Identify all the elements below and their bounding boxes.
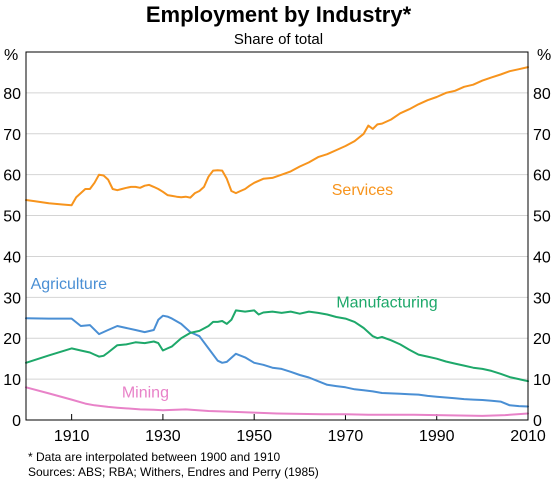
axis-tick-labels: 0 0 10 10 20 20 30 30 40 40 50 50 60 60 70 70 80 80 1910 19… — [3, 86, 551, 445]
series-labels: Services Agriculture Manufacturing Mining — [31, 182, 438, 401]
x-tick-1950: 1950 — [236, 428, 272, 445]
y-tick-left-40: 40 — [3, 249, 21, 266]
y-tick-right-0: 0 — [533, 413, 542, 430]
footnote-sources: Sources: ABS; RBA; Withers, Endres and P… — [28, 465, 319, 479]
series-mining — [25, 386, 529, 417]
y-axis-unit-left: % — [4, 47, 18, 64]
label-services: Services — [332, 182, 393, 199]
y-tick-right-70: 70 — [533, 127, 551, 144]
y-tick-left-20: 20 — [3, 331, 21, 348]
y-tick-left-70: 70 — [3, 127, 21, 144]
x-tick-1910: 1910 — [54, 428, 90, 445]
y-tick-left-0: 0 — [12, 413, 21, 430]
y-tick-right-60: 60 — [533, 168, 551, 185]
y-tick-right-10: 10 — [533, 372, 551, 389]
gridlines — [26, 92, 528, 380]
series-agriculture — [25, 314, 529, 408]
y-tick-right-20: 20 — [533, 331, 551, 348]
chart-title: Employment by Industry* — [146, 2, 412, 27]
x-tick-2010: 2010 — [510, 428, 546, 445]
y-tick-left-50: 50 — [3, 209, 21, 226]
x-tick-1930: 1930 — [145, 428, 181, 445]
y-tick-left-10: 10 — [3, 372, 21, 389]
label-agriculture: Agriculture — [31, 276, 108, 293]
x-tick-1990: 1990 — [419, 428, 455, 445]
footnote-interpolation: * Data are interpolated between 1900 and… — [28, 450, 281, 464]
series-manufacturing — [25, 309, 529, 383]
chart-subtitle: Share of total — [234, 31, 323, 48]
label-manufacturing: Manufacturing — [336, 295, 437, 312]
y-tick-left-80: 80 — [3, 86, 21, 103]
series-services — [25, 66, 529, 207]
x-tick-1970: 1970 — [328, 428, 364, 445]
y-tick-left-60: 60 — [3, 168, 21, 185]
y-tick-right-40: 40 — [533, 249, 551, 266]
plot-frame — [25, 51, 529, 421]
label-mining: Mining — [122, 385, 169, 402]
y-tick-left-30: 30 — [3, 290, 21, 307]
y-tick-right-50: 50 — [533, 209, 551, 226]
y-tick-right-30: 30 — [533, 290, 551, 307]
series-lines — [25, 66, 529, 417]
y-tick-right-80: 80 — [533, 86, 551, 103]
y-axis-unit-right: % — [537, 47, 551, 64]
